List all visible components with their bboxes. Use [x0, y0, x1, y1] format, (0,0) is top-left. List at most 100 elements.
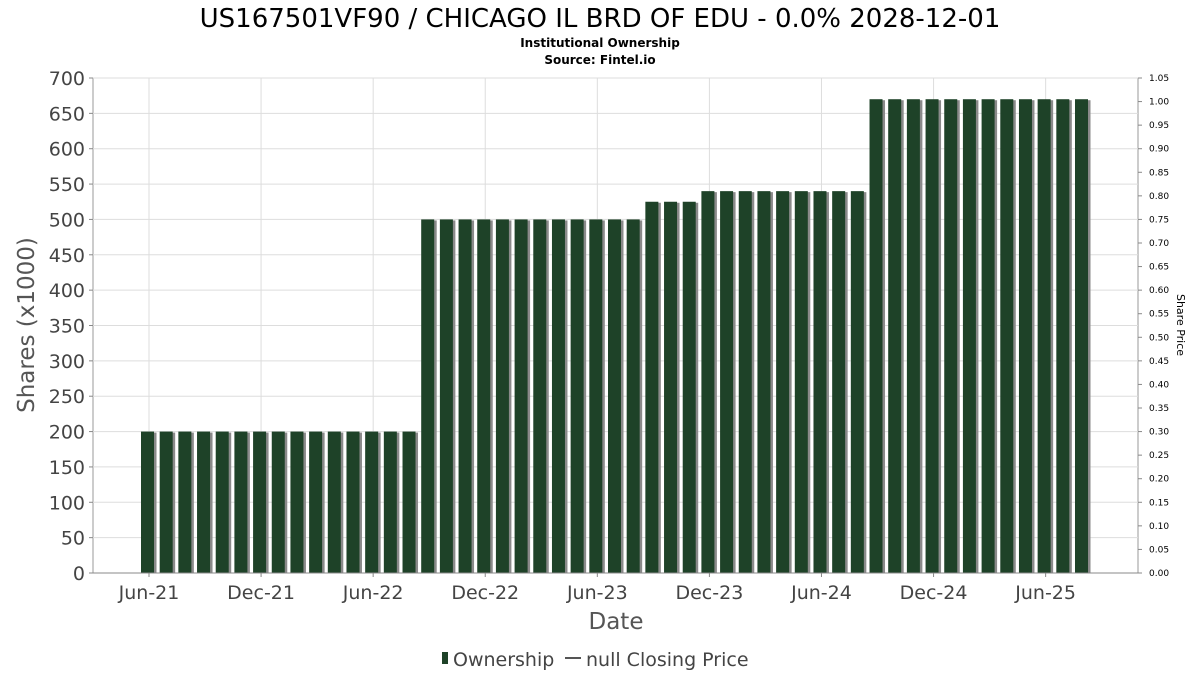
ownership-bar	[906, 99, 920, 573]
legend: Ownership null Closing Price	[442, 649, 749, 671]
ownership-bar	[869, 99, 883, 573]
ownership-bar	[159, 431, 173, 573]
y2-tick-label: 0.00	[1149, 569, 1169, 579]
ownership-bar	[439, 219, 453, 573]
ownership-bar	[551, 219, 565, 573]
y2-tick-label: 1.05	[1149, 74, 1169, 84]
ownership-bar	[850, 191, 864, 573]
x-tick-label: Jun-25	[1014, 582, 1076, 604]
legend-ownership-label: Ownership	[453, 649, 554, 671]
ownership-bar	[197, 431, 211, 573]
y-tick-label: 0	[73, 563, 85, 585]
y2-tick-label: 0.15	[1149, 498, 1169, 508]
y2-tick-label: 1.00	[1149, 98, 1169, 108]
y-tick-label: 200	[49, 422, 85, 444]
ownership-bar	[776, 191, 790, 573]
x-tick-label: Jun-24	[790, 582, 852, 604]
ownership-bar	[533, 219, 547, 573]
x-axis-label: Date	[589, 609, 644, 635]
ownership-bar	[1000, 99, 1014, 573]
ownership-bar	[215, 431, 229, 573]
chart-source: Source: Fintel.io	[544, 53, 655, 67]
y2-tick-label: 0.55	[1149, 310, 1169, 320]
y2-tick-label: 0.95	[1149, 121, 1169, 131]
ownership-bar	[458, 219, 472, 573]
ownership-bar	[589, 219, 603, 573]
ownership-bar	[720, 191, 734, 573]
ownership-bar	[832, 191, 846, 573]
y-tick-label: 550	[49, 174, 85, 196]
y-tick-label: 250	[49, 386, 85, 408]
ownership-bar	[813, 191, 827, 573]
ownership-bar	[178, 431, 192, 573]
x-tick-label: Jun-23	[566, 582, 628, 604]
y2-axis-ticks: 0.00 0.05 0.10 0.15 0.20 0.25 0.30 0.35 0.40 0.45…	[1138, 74, 1169, 579]
ownership-bar	[664, 201, 678, 573]
x-tick-label: Dec-23	[675, 582, 743, 604]
ownership-bar	[701, 191, 715, 573]
y-tick-label: 50	[61, 528, 85, 550]
y2-tick-label: 0.45	[1149, 357, 1169, 367]
x-tick-label: Jun-22	[342, 582, 404, 604]
ownership-bar	[402, 431, 416, 573]
ownership-bar	[346, 431, 360, 573]
legend-ownership-swatch	[442, 652, 448, 664]
legend-price-label: null Closing Price	[586, 649, 749, 671]
y-tick-label: 300	[49, 351, 85, 373]
ownership-bar	[944, 99, 958, 573]
x-tick-label: Jun-21	[118, 582, 180, 604]
chart-title: US167501VF90 / CHICAGO IL BRD OF EDU - 0…	[200, 4, 1001, 34]
y2-tick-label: 0.85	[1149, 168, 1169, 178]
y2-tick-label: 0.20	[1149, 475, 1169, 485]
y2-tick-label: 0.80	[1149, 192, 1169, 202]
ownership-bar	[757, 191, 771, 573]
ownership-bar	[1018, 99, 1032, 573]
ownership-bar	[645, 201, 659, 573]
y-tick-label: 100	[49, 492, 85, 514]
ownership-bar	[925, 99, 939, 573]
x-tick-label: Dec-21	[227, 582, 295, 604]
ownership-bar	[1056, 99, 1070, 573]
y-tick-label: 400	[49, 280, 85, 302]
ownership-bar	[1075, 99, 1088, 573]
ownership-bar	[738, 191, 752, 573]
y-tick-label: 500	[49, 209, 85, 231]
ownership-bar	[383, 431, 397, 573]
ownership-bar	[495, 219, 509, 573]
y2-tick-label: 0.35	[1149, 404, 1169, 414]
y2-tick-label: 0.50	[1149, 333, 1169, 343]
x-tick-label: Dec-22	[451, 582, 519, 604]
y2-tick-label: 0.30	[1149, 428, 1169, 438]
y-tick-label: 350	[49, 316, 85, 338]
ownership-bar	[888, 99, 902, 573]
x-axis-ticks: Jun-21 Dec-21 Jun-22 Dec-22 Jun-23 Dec-23 Jun-…	[118, 573, 1076, 604]
y-tick-label: 450	[49, 245, 85, 267]
y2-tick-label: 0.75	[1149, 215, 1169, 225]
y2-tick-label: 0.40	[1149, 380, 1169, 390]
y2-tick-label: 0.70	[1149, 239, 1169, 249]
y2-tick-label: 0.25	[1149, 451, 1169, 461]
ownership-bar	[365, 431, 379, 573]
y2-tick-label: 0.65	[1149, 263, 1169, 273]
y-axis-ticks: 0 50 100 150 200 250 300 350 400 450 500 550 600 650 7…	[49, 68, 93, 585]
ownership-bars	[141, 99, 1091, 573]
chart-subtitle: Institutional Ownership	[520, 36, 680, 50]
y2-tick-label: 0.05	[1149, 545, 1169, 555]
ownership-bar	[290, 431, 304, 573]
ownership-bar	[141, 431, 154, 573]
y2-tick-label: 0.60	[1149, 286, 1169, 296]
y-axis-label: Shares (x1000)	[14, 237, 40, 413]
ownership-bar	[570, 219, 584, 573]
y2-axis-label: Share Price	[1174, 294, 1187, 356]
ownership-bar	[421, 219, 435, 573]
y-tick-label: 700	[49, 68, 85, 90]
y-tick-label: 150	[49, 457, 85, 479]
ownership-bar	[962, 99, 976, 573]
ownership-bar	[253, 431, 267, 573]
ownership-bar	[234, 431, 248, 573]
ownership-bar	[626, 219, 640, 573]
ownership-bar	[271, 431, 285, 573]
ownership-bar	[327, 431, 341, 573]
ownership-bar	[608, 219, 621, 573]
